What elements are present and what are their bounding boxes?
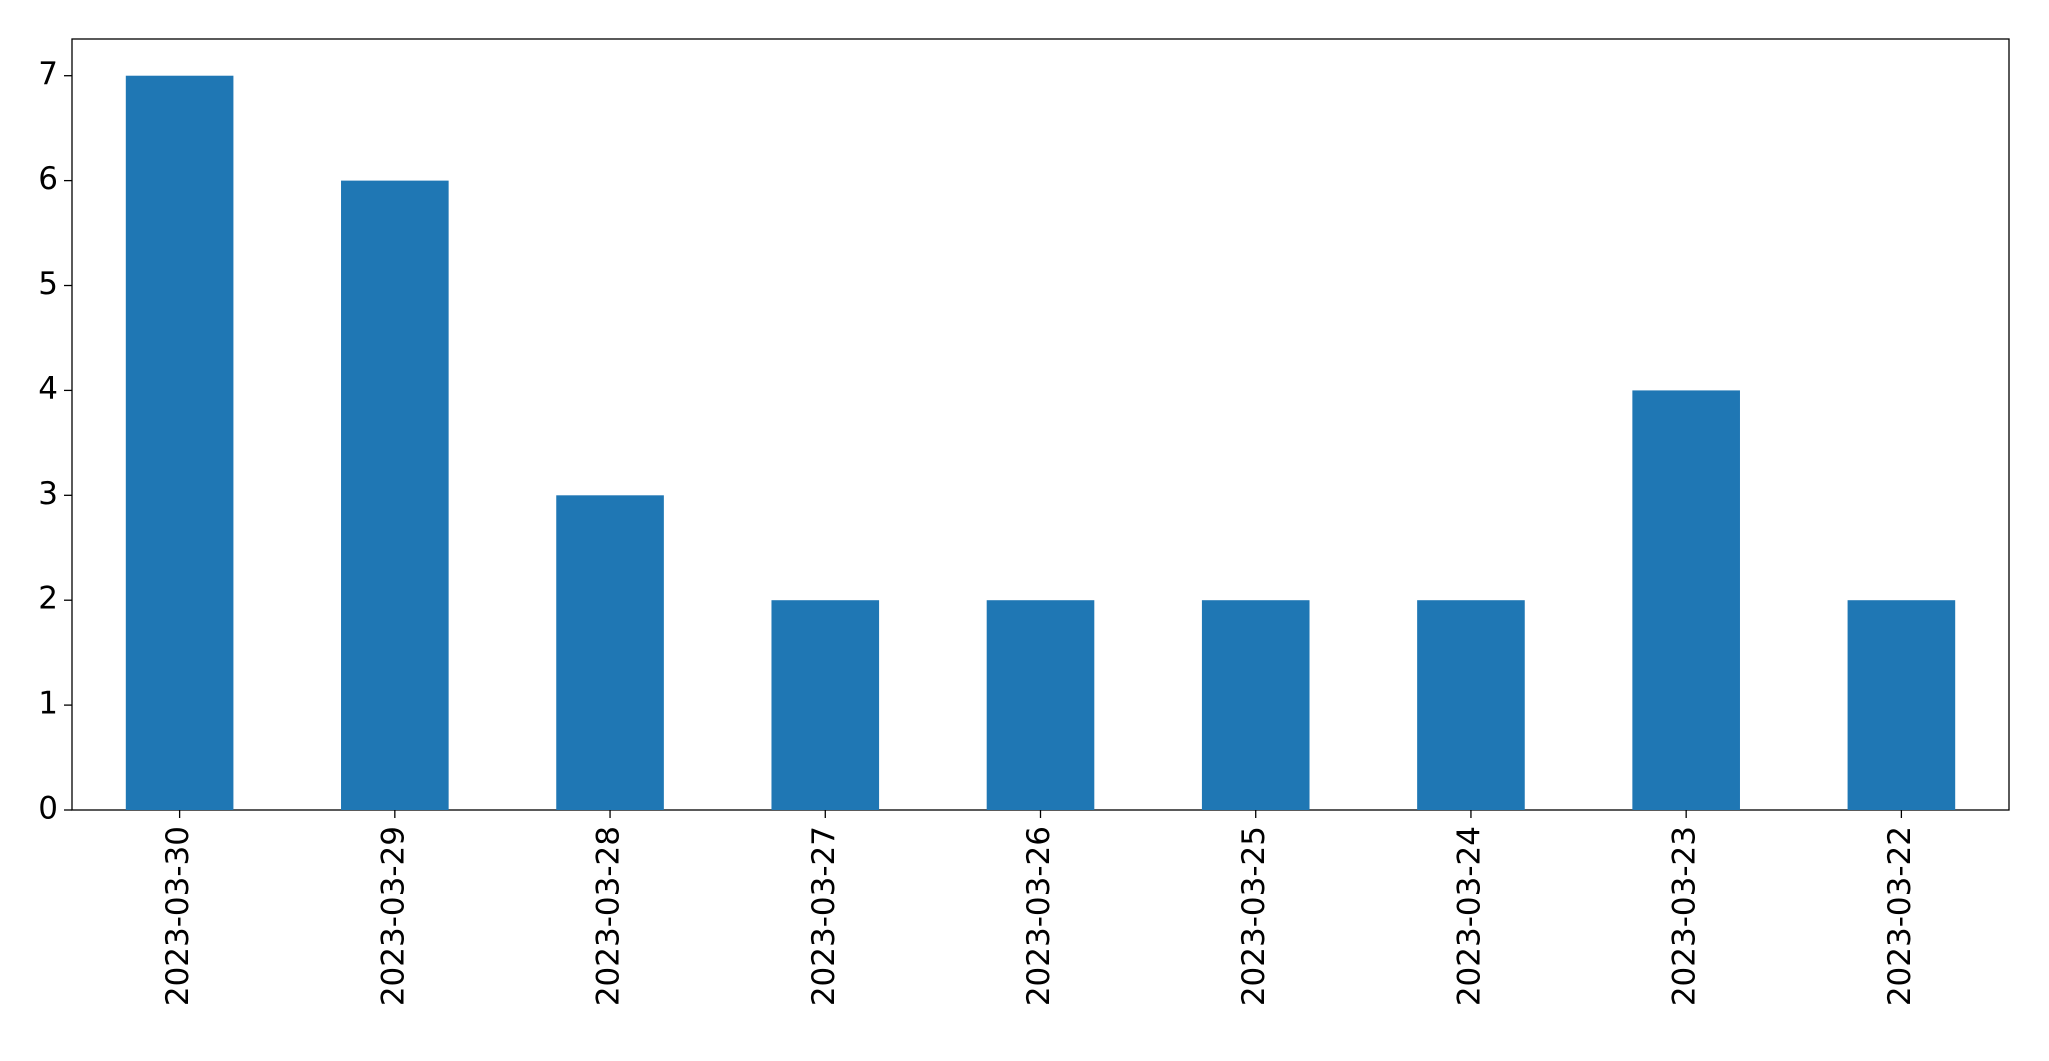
bar: [1417, 600, 1525, 810]
x-tick-label: 2023-03-24: [1451, 826, 1487, 1006]
x-tick-label: 2023-03-23: [1667, 826, 1703, 1006]
x-tick-label: 2023-03-27: [806, 826, 842, 1006]
x-tick-label: 2023-03-28: [591, 826, 627, 1006]
bar: [341, 180, 449, 810]
y-tick-label: 1: [38, 686, 58, 722]
y-tick-label: 5: [38, 266, 58, 302]
y-tick-label: 2: [38, 581, 58, 617]
y-tick-label: 4: [38, 371, 58, 407]
x-tick-label: 2023-03-25: [1236, 826, 1272, 1006]
bar: [556, 495, 664, 810]
x-tick-label: 2023-03-29: [375, 826, 411, 1006]
y-tick-label: 7: [38, 56, 58, 92]
bar: [1632, 390, 1740, 810]
x-tick-label: 2023-03-30: [160, 826, 196, 1006]
bar: [1201, 600, 1310, 810]
bar: [771, 600, 880, 810]
bar: [986, 600, 1095, 810]
y-tick-label: 6: [38, 161, 58, 197]
x-tick-label: 2023-03-26: [1021, 826, 1057, 1006]
bar: [125, 75, 234, 810]
y-tick-label: 0: [38, 791, 58, 827]
x-tick-label: 2023-03-22: [1882, 826, 1918, 1006]
y-tick-label: 3: [38, 476, 58, 512]
bar: [1847, 600, 1956, 810]
